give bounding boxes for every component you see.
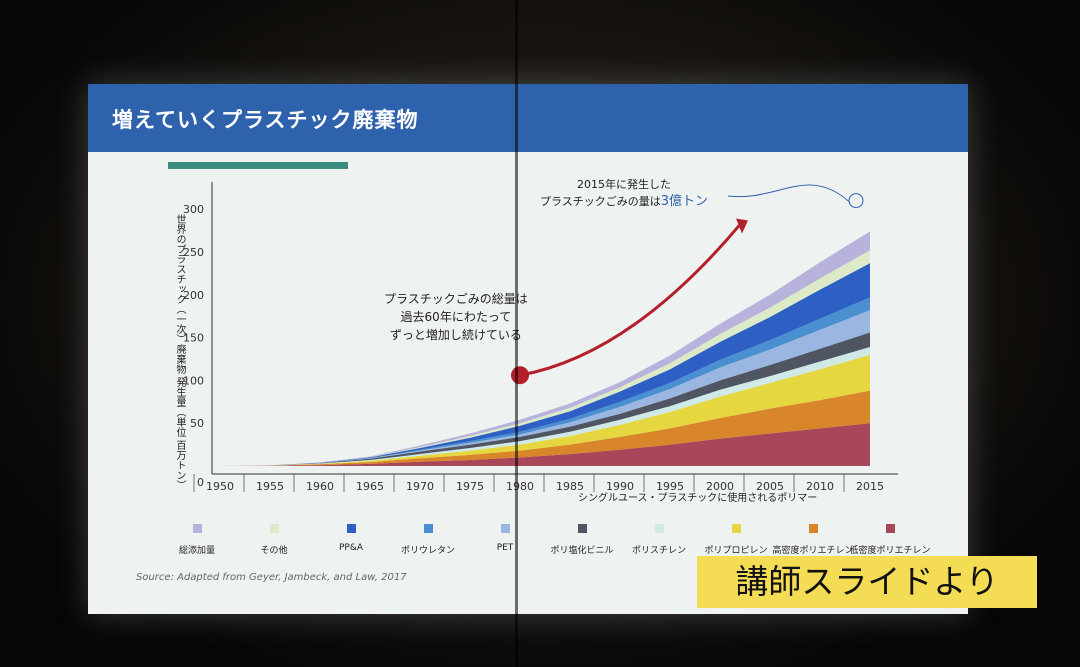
legend-item: 高密度ポリエチレン (768, 524, 858, 556)
y-tick-label: 50 (190, 417, 204, 430)
legend-label: 総添加量 (178, 546, 215, 556)
annotation-2015-line2: プラスチックごみの量は3億トン (540, 193, 708, 210)
x-tick-label: 2015 (856, 480, 884, 493)
growth-arrowhead (736, 218, 748, 234)
x-axis-title: シングルユース・プラスチックに使用されるポリマー (578, 493, 818, 504)
legend-swatch (885, 524, 895, 533)
x-tick-label: 2005 (756, 480, 784, 493)
area-series-3 (220, 354, 870, 466)
x-tick-label: 1980 (506, 480, 534, 493)
legend-item: ポリスチレン (614, 524, 704, 556)
legend-swatch (269, 524, 279, 533)
x-tick-label: 1975 (456, 480, 484, 493)
legend-swatch (192, 524, 202, 533)
annotation-mid-line1: プラスチックごみの総量は (384, 292, 528, 306)
y-tick-label: 200 (183, 289, 204, 302)
growth-start-dot (511, 366, 529, 385)
legend-label: その他 (260, 546, 288, 556)
legend-item: ポリウレタン (383, 524, 473, 556)
annotation-2015-line2a: プラスチックごみの量は (540, 195, 661, 208)
y-tick-label: 150 (183, 332, 204, 345)
legend-item: PP&A (306, 524, 396, 553)
y-tick-label: 300 (183, 203, 204, 216)
x-tick-label: 1955 (256, 480, 284, 493)
projected-slide: 増えていくプラスチック廃棄物 0 50 100 150 200 250 300 1950 195… (88, 84, 968, 614)
y-tick-label: 250 (183, 246, 204, 259)
y-tick-label: 100 (183, 374, 204, 387)
slide-title: 増えていくプラスチック廃棄物 (112, 108, 419, 132)
source-note: Source: Adapted from Geyer, Jambeck, and… (136, 572, 407, 583)
legend-item: その他 (229, 524, 319, 556)
x-tick-label: 1970 (406, 480, 434, 493)
legend-swatch (577, 524, 587, 533)
legend-item: PET (460, 524, 550, 553)
annotation-mid-line2: 過去60年にわたって (400, 310, 512, 324)
legend-item: ポリプロピレン (691, 524, 781, 556)
y-tick-label: 0 (197, 476, 204, 489)
legend-item: 総添加量 (152, 524, 242, 556)
legend-label: 低密度ポリエチレン (849, 546, 931, 556)
x-tick-label: 1985 (556, 480, 584, 493)
annotation-total-growth: プラスチックごみの総量は 過去60年にわたって ずっと増加し続けている (384, 290, 528, 344)
x-tick-label: 1990 (606, 480, 634, 493)
legend-label: ポリプロピレン (704, 546, 768, 556)
legend-label: PP&A (338, 543, 364, 553)
x-tick-label: 1950 (206, 480, 234, 493)
legend-item: 低密度ポリエチレン (845, 524, 935, 556)
x-tick-label: 1965 (356, 480, 384, 493)
legend-swatch (500, 524, 510, 533)
slide-title-bar: 増えていくプラスチック廃棄物 (88, 84, 968, 152)
legend-swatch (731, 524, 741, 533)
growth-arrow (519, 223, 742, 377)
peak-highlight-circle (848, 193, 864, 209)
x-tick-label: 1960 (306, 480, 334, 493)
watermark-label: 講師スライドより (697, 556, 1037, 608)
y-axis-label: 世界のプラスチック（一次）廃棄物 発生量（単位 百万トン） (174, 214, 185, 491)
legend-label: ポリウレタン (400, 546, 455, 556)
legend-label: ポリ塩化ビニル (550, 546, 614, 556)
legend-swatch (654, 524, 664, 533)
annotation-2015-line1: 2015年に発生した (577, 178, 672, 191)
annotation-2015-highlight: 3億トン (660, 194, 709, 209)
legend-label: PET (496, 543, 514, 553)
stacked-area-chart: 0 50 100 150 200 250 300 1950 1955 1960 1965 1970 19… (183, 182, 898, 493)
annotation-mid-line3: ずっと増加し続けている (389, 328, 522, 342)
legend-swatch (423, 524, 433, 533)
peak-callout-line (727, 184, 851, 203)
x-tick-label: 1995 (656, 480, 684, 493)
legend-label: ポリスチレン (631, 546, 686, 556)
area-series-1 (220, 423, 870, 466)
legend-swatch (346, 524, 356, 533)
x-tick-label: 2010 (806, 480, 834, 493)
x-tick-label: 2000 (706, 480, 734, 493)
area-series-2 (220, 390, 870, 466)
title-accent-bar (168, 162, 348, 169)
annotation-2015: 2015年に発生した プラスチックごみの量は3億トン (540, 176, 708, 210)
legend-label: 高密度ポリエチレン (772, 546, 854, 556)
legend-item: ポリ塩化ビニル (537, 524, 627, 556)
legend-swatch (808, 524, 818, 533)
projector-seam-line (515, 0, 518, 667)
